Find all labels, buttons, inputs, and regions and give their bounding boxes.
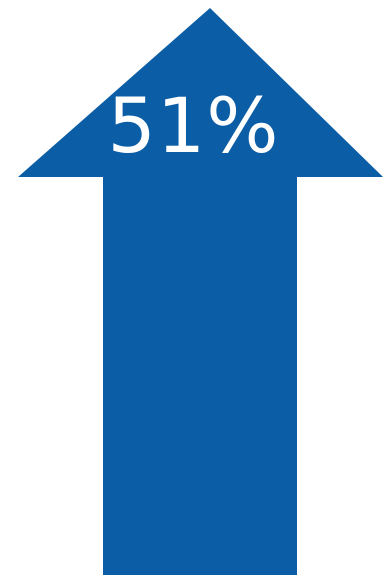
arrow-shape [18, 8, 383, 575]
percentage-label: 51% [107, 81, 280, 170]
